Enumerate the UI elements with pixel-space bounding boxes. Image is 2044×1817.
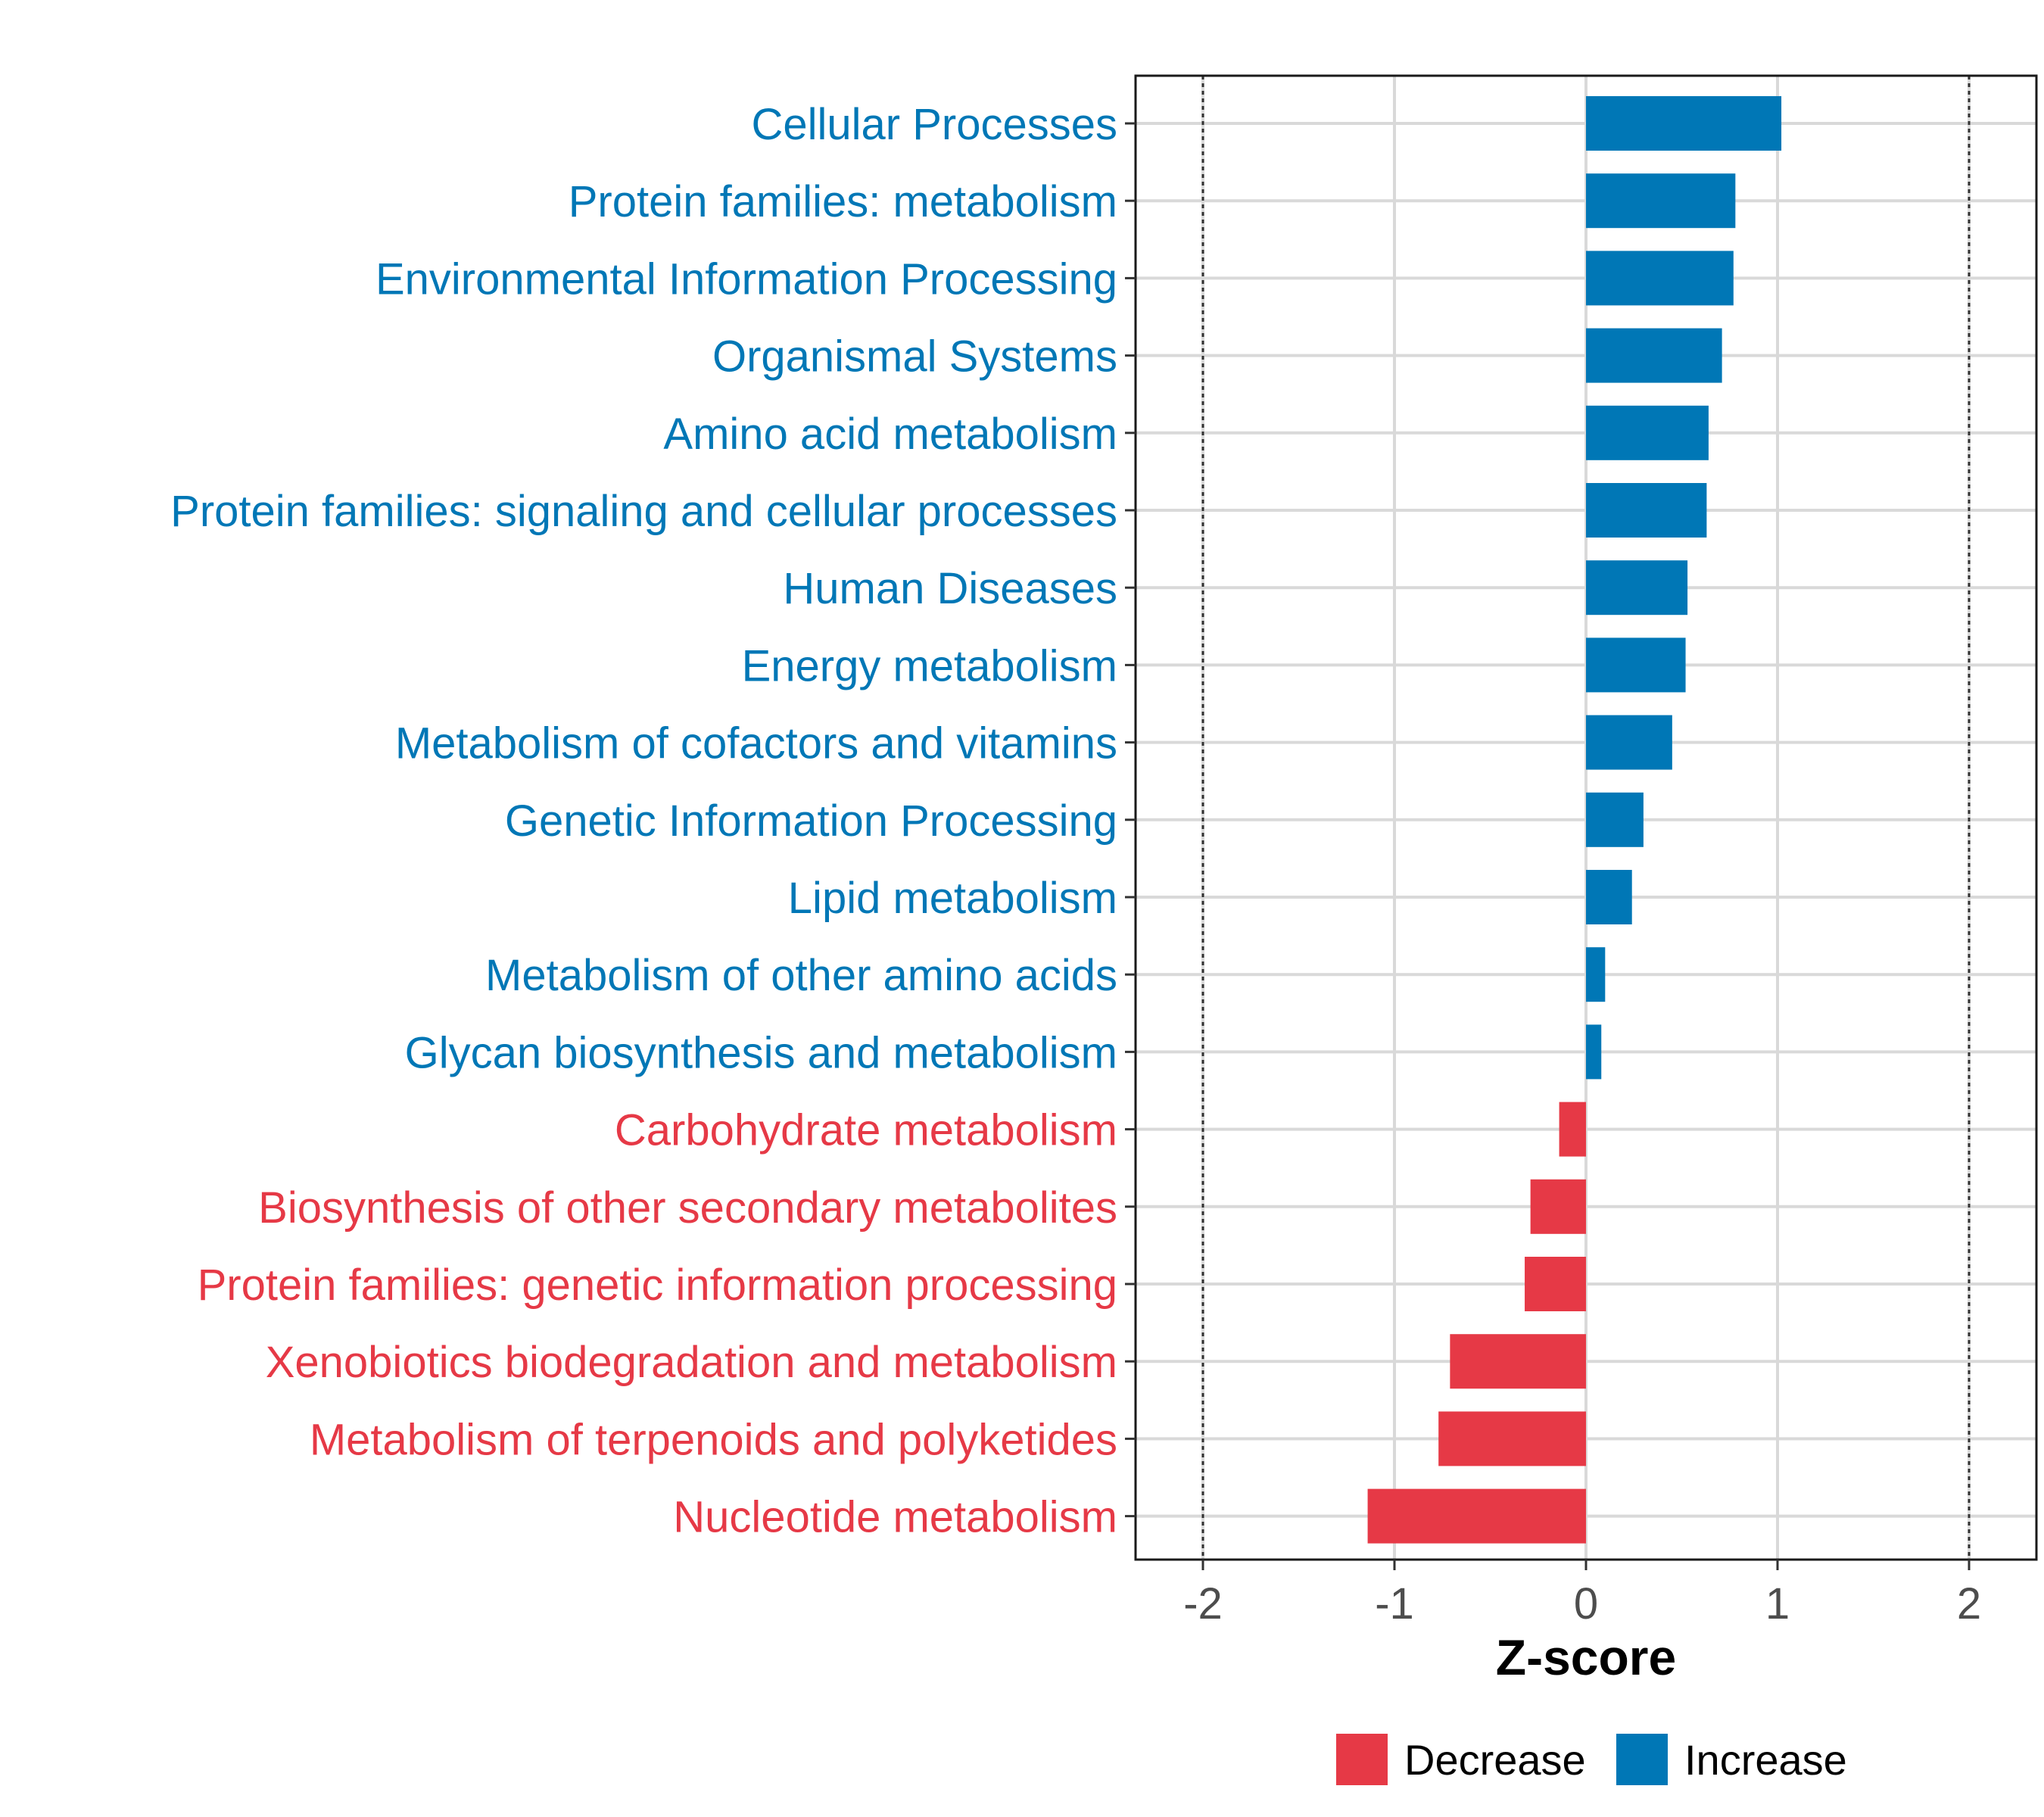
x-axis-title: Z-score	[1496, 1629, 1676, 1685]
y-axis-ticks	[1125, 122, 1136, 1518]
y-axis-category-labels: Cellular Processes Protein families: meta…	[170, 100, 1117, 1542]
category-label-4: Amino acid metabolism	[663, 410, 1117, 459]
bar-6	[1586, 560, 1688, 616]
category-label-2: Environmental Information Processing	[375, 254, 1117, 304]
category-label-18: Nucleotide metabolism	[673, 1493, 1117, 1542]
x-tick-label-2: 0	[1574, 1579, 1598, 1628]
bar-11	[1586, 947, 1606, 1002]
bar-8	[1586, 715, 1672, 770]
category-label-9: Genetic Information Processing	[505, 796, 1117, 846]
bar-14	[1530, 1179, 1586, 1234]
reference-lines	[1201, 76, 1971, 1560]
category-label-5: Protein families: signaling and cellular…	[170, 487, 1117, 536]
bar-7	[1586, 637, 1686, 693]
bar-5	[1586, 483, 1707, 538]
category-label-0: Cellular Processes	[751, 100, 1117, 149]
category-label-7: Energy metabolism	[742, 641, 1117, 690]
category-label-10: Lipid metabolism	[788, 874, 1117, 923]
bar-18	[1367, 1488, 1586, 1544]
category-label-3: Organismal Systems	[712, 332, 1117, 382]
bar-9	[1586, 792, 1644, 847]
bar-13	[1559, 1102, 1586, 1157]
bar-16	[1450, 1334, 1586, 1389]
legend-swatch-increase	[1616, 1734, 1668, 1785]
category-label-13: Carbohydrate metabolism	[615, 1106, 1117, 1155]
bar-12	[1586, 1024, 1602, 1080]
bar-17	[1438, 1411, 1586, 1466]
legend-swatch-decrease	[1336, 1734, 1388, 1785]
x-axis-ticks	[1201, 1560, 1971, 1570]
legend: Decrease Increase	[1336, 1734, 1847, 1785]
category-label-17: Metabolism of terpenoids and polyketides	[310, 1415, 1117, 1464]
x-axis-tick-labels: -2 -1 0 1 2	[1183, 1579, 1981, 1628]
x-tick-label-0: -2	[1183, 1579, 1223, 1628]
category-label-14: Biosynthesis of other secondary metaboli…	[258, 1183, 1117, 1233]
bar-4	[1586, 405, 1709, 460]
category-label-1: Protein families: metabolism	[569, 177, 1117, 226]
legend-label-decrease: Decrease	[1404, 1736, 1586, 1784]
bar-0	[1586, 96, 1782, 151]
category-label-8: Metabolism of cofactors and vitamins	[395, 719, 1117, 768]
bar-15	[1525, 1257, 1586, 1311]
category-label-16: Xenobiotics biodegradation and metabolis…	[266, 1338, 1117, 1387]
category-label-12: Glycan biosynthesis and metabolism	[405, 1028, 1117, 1077]
x-tick-label-3: 1	[1765, 1579, 1790, 1628]
category-label-11: Metabolism of other amino acids	[485, 951, 1117, 1000]
bar-3	[1586, 328, 1722, 383]
legend-label-increase: Increase	[1684, 1736, 1847, 1784]
bar-10	[1586, 870, 1632, 924]
category-label-6: Human Diseases	[783, 564, 1117, 613]
x-tick-label-4: 2	[1957, 1579, 1981, 1628]
category-label-15: Protein families: genetic information pr…	[198, 1261, 1117, 1310]
bar-1	[1586, 173, 1736, 229]
bar-2	[1586, 251, 1734, 306]
x-tick-label-1: -1	[1375, 1579, 1414, 1628]
bars	[1367, 96, 1782, 1544]
